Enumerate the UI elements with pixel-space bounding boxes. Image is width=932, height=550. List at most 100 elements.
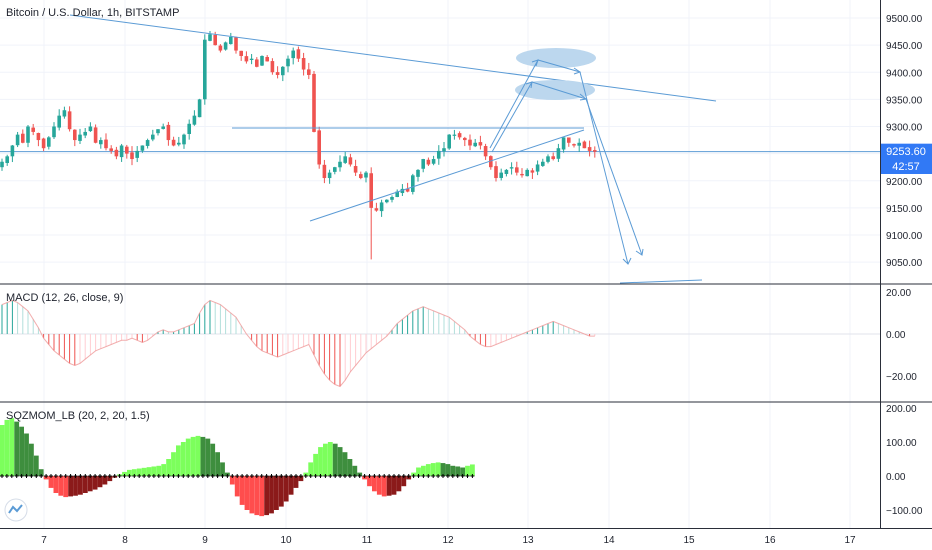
sqz-bar — [372, 476, 377, 492]
squeeze-dot — [352, 474, 357, 478]
candle-body — [364, 172, 368, 178]
candle-body — [353, 166, 358, 173]
candle-body — [99, 140, 103, 145]
symbol-title[interactable]: Bitcoin / U.S. Dollar, 1h, BITSTAMP — [6, 7, 179, 19]
macd-axis[interactable]: 20.00 0.00 −20.00 — [886, 288, 917, 383]
price-tick-label: 9150.00 — [886, 204, 923, 215]
squeeze-dot — [230, 474, 235, 478]
squeeze-dot — [161, 474, 166, 478]
tradingview-logo-icon[interactable] — [4, 498, 28, 522]
sqz-bar — [298, 476, 304, 482]
squeeze-dot — [83, 474, 88, 478]
bottom-target-line[interactable] — [619, 279, 703, 284]
squeeze-dot — [445, 474, 450, 478]
candle-body — [104, 139, 108, 149]
projection-arrow-down-2[interactable] — [585, 98, 643, 256]
sqz-bar — [161, 464, 167, 476]
time-tick-label: 7 — [41, 535, 47, 546]
sqz-bar — [352, 465, 358, 476]
sqz-bar — [445, 464, 451, 476]
candle-body — [83, 131, 87, 136]
candle-body — [249, 58, 254, 60]
arrowhead-1 — [531, 59, 539, 67]
time-axis[interactable]: 7 8 9 10 11 12 13 14 15 16 17 — [41, 535, 856, 546]
candle-body — [15, 134, 20, 146]
squeeze-dot — [323, 474, 328, 478]
squeeze-dot — [49, 474, 53, 478]
sqz-bar — [229, 476, 235, 485]
sqz-axis[interactable]: 200.00 100.00 0.00 −100.00 — [886, 404, 923, 517]
candle-body — [390, 197, 394, 200]
candle-body — [52, 126, 56, 138]
sqz-bar — [401, 476, 407, 487]
sqz-bar — [376, 476, 382, 495]
squeeze-dot — [294, 474, 298, 478]
candle-body — [0, 161, 4, 168]
candle-body — [468, 139, 472, 146]
candle-body — [47, 137, 51, 147]
squeeze-dot — [205, 474, 210, 478]
time-tick-label: 9 — [202, 535, 208, 546]
candle-body — [275, 72, 280, 75]
squeeze-dot — [416, 474, 421, 478]
candle-body — [88, 126, 93, 132]
macd-outline — [1, 299, 595, 388]
candle-body — [515, 167, 519, 173]
sqz-bar — [416, 467, 421, 476]
candle-body — [525, 169, 529, 177]
candle-body — [411, 175, 415, 192]
squeeze-dot — [367, 474, 372, 478]
squeeze-dot — [215, 474, 220, 478]
sqz-bar — [73, 476, 78, 496]
sqz-bar — [166, 459, 171, 476]
candle-body — [520, 173, 524, 176]
macd-label[interactable]: MACD (12, 26, close, 9) — [6, 292, 123, 304]
squeeze-dot — [254, 474, 259, 478]
sqz-bar — [293, 476, 299, 488]
candle-body — [177, 142, 181, 145]
squeeze-dot — [151, 474, 156, 478]
squeeze-dot — [122, 474, 127, 478]
ascending-trendline[interactable] — [309, 129, 585, 222]
sqz-bar — [176, 445, 181, 476]
sqz-bar — [68, 476, 73, 497]
squeeze-dot — [441, 474, 445, 478]
sqz-bar — [14, 421, 20, 476]
logo-glyph-icon — [8, 504, 23, 514]
candle-body — [327, 172, 332, 179]
macd-tick-label: 20.00 — [886, 288, 911, 299]
candle-body — [229, 36, 233, 45]
squeeze-dot — [147, 474, 151, 478]
candle-body — [10, 145, 15, 157]
sqz-bar — [171, 452, 176, 476]
countdown-badge-bg — [881, 159, 932, 174]
candle-body — [255, 59, 259, 67]
squeeze-dot — [44, 474, 49, 478]
sqz-bar — [38, 469, 44, 476]
squeeze-dot — [455, 474, 460, 478]
descending-trendline[interactable] — [69, 14, 717, 102]
target-ellipse-lower[interactable] — [515, 80, 595, 100]
sqz-bar — [264, 476, 269, 516]
sqz-bar — [4, 419, 10, 476]
candle-body — [166, 124, 171, 141]
drawings[interactable] — [69, 14, 717, 284]
candle-body — [31, 127, 35, 132]
sqz-tick-label: 200.00 — [886, 404, 917, 415]
candle-body — [67, 111, 72, 130]
squeeze-dot — [196, 474, 200, 478]
sqzmom-label[interactable]: SQZMOM_LB (20, 2, 20, 1.5) — [6, 410, 150, 422]
sqz-bar — [180, 442, 186, 476]
squeeze-dot — [377, 474, 382, 478]
sqz-bar — [131, 469, 137, 476]
squeeze-dot — [269, 474, 274, 478]
squeeze-dot — [171, 474, 176, 478]
squeeze-dot — [387, 474, 392, 478]
sqz-bar — [381, 476, 387, 497]
squeeze-dot — [333, 474, 338, 478]
squeeze-dot — [34, 474, 39, 478]
candle-body — [338, 161, 342, 168]
candle-body — [567, 137, 571, 143]
price-badge: 9253.60 42:57 — [881, 143, 932, 174]
